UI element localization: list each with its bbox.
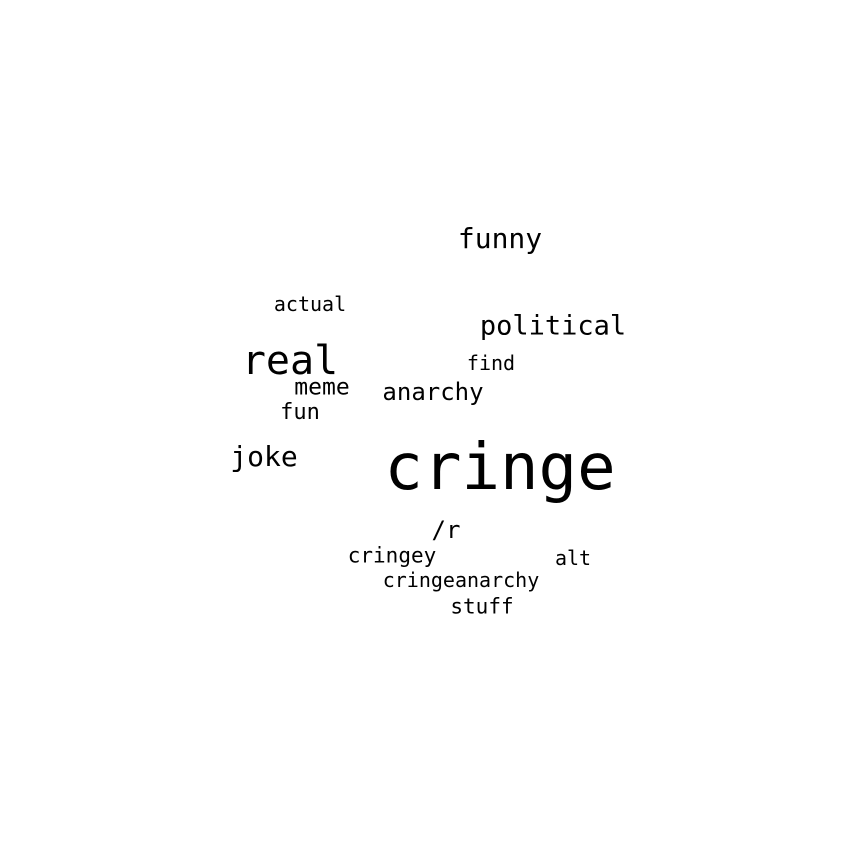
word-r: /r [431, 516, 461, 544]
word-funny: funny [457, 222, 543, 255]
word-political: political [479, 310, 627, 342]
word-cringeanarchy: cringeanarchy [382, 568, 540, 592]
word-find: find [466, 351, 516, 375]
word-joke: joke [230, 440, 298, 473]
word-alt: alt [554, 546, 592, 570]
word-meme: meme [294, 374, 350, 401]
word-stuff: stuff [450, 594, 514, 619]
word-cringey: cringey [347, 543, 437, 568]
word-fun: fun [280, 400, 320, 425]
word-actual: actual [273, 292, 347, 316]
word-anarchy: anarchy [382, 378, 484, 406]
word-real: real [241, 338, 339, 384]
word-cringe: cringe [384, 431, 616, 505]
